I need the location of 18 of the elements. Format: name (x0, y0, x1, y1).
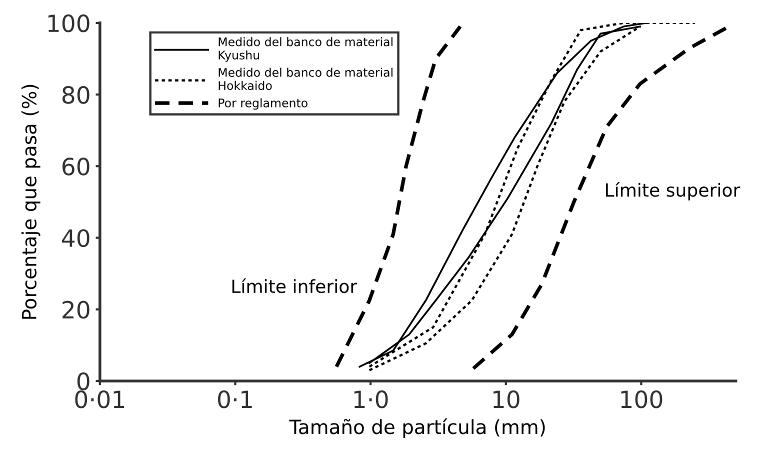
y-tick-label: 100 (48, 14, 90, 32)
x-axis-title: Tamaño de partícula (mm) (289, 418, 545, 438)
x-tick-label: 1·0 (354, 390, 388, 408)
y-tick-label: 0 (77, 372, 90, 390)
annotation: Límite inferior (232, 278, 358, 294)
x-tick-label: 0·1 (218, 390, 252, 408)
legend-label: Por reglamento (218, 98, 308, 110)
x-tick-label: 0·01 (75, 390, 124, 408)
annotation: Límite superior (606, 182, 740, 200)
y-axis-title: Porcentaje que pasa (%) (21, 84, 40, 319)
y-tick-label: 60 (62, 158, 90, 176)
y-tick-label: 80 (62, 86, 90, 104)
y-tick-label: 20 (62, 300, 90, 319)
x-tick-label: 10 (493, 390, 520, 408)
legend-label: Medido del banco de material Kyushu (218, 37, 392, 62)
legend-label: Medido del banco de material Hokkaido (218, 68, 392, 90)
y-tick-label: 40 (62, 229, 90, 248)
x-tick-label: 100 (621, 390, 662, 408)
